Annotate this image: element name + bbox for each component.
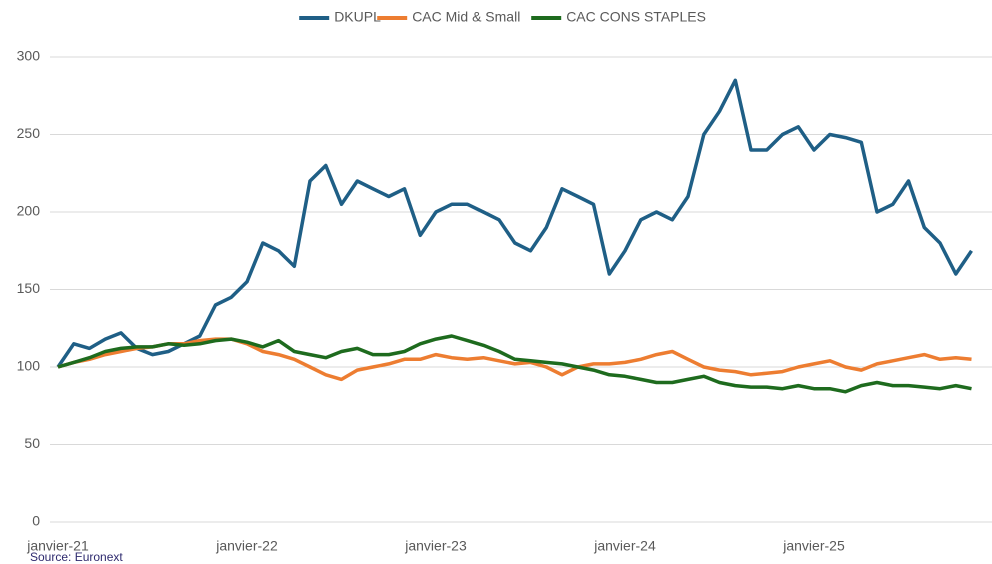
x-tick-label: janvier-25 xyxy=(782,538,845,554)
y-tick-label: 100 xyxy=(17,358,41,374)
legend-label: DKUPL xyxy=(334,9,381,25)
x-tick-label: janvier-24 xyxy=(593,538,656,554)
y-tick-label: 250 xyxy=(17,125,41,141)
y-tick-label: 200 xyxy=(17,203,41,219)
series-line xyxy=(57,337,972,382)
y-tick-label: 300 xyxy=(17,48,41,64)
source: Source: Euronext xyxy=(30,550,123,564)
y-tick-label: 0 xyxy=(32,513,40,529)
legend-label: CAC Mid & Small xyxy=(412,9,520,25)
x-tick-label: janvier-22 xyxy=(215,538,278,554)
series-line xyxy=(57,334,972,394)
series-line xyxy=(56,78,973,368)
y-tick-label: 150 xyxy=(17,280,41,296)
x-tick-label: janvier-23 xyxy=(404,538,467,554)
x-tick-label: janvier-21 xyxy=(26,538,89,554)
y-tick-label: 50 xyxy=(24,435,40,451)
legend-label: CAC CONS STAPLES xyxy=(566,9,706,25)
